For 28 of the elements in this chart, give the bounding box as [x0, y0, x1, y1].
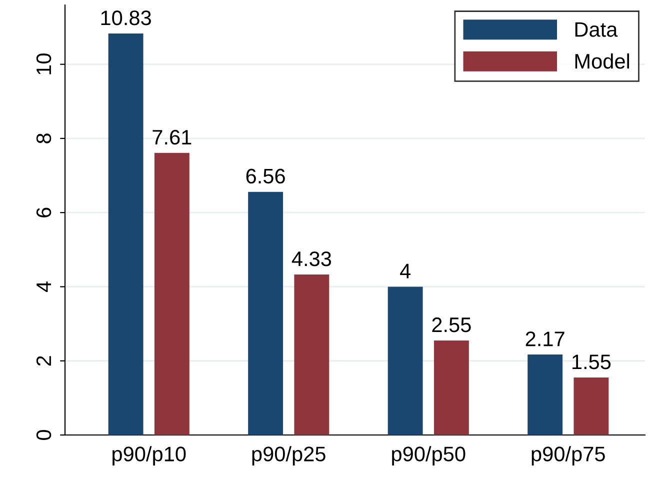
y-tick-label: 0 — [36, 430, 52, 440]
bar — [294, 274, 330, 435]
bar — [528, 354, 563, 435]
bar — [574, 378, 609, 435]
x-tick-label: p90/p75 — [532, 446, 605, 466]
bar — [108, 34, 144, 435]
y-tick-label: 8 — [36, 134, 52, 144]
data-label: 2.55 — [432, 317, 471, 332]
data-label: 10.83 — [101, 10, 151, 26]
data-label: 4.33 — [292, 251, 332, 266]
data-label: 6.56 — [246, 168, 285, 184]
y-tick-label: 10 — [36, 54, 52, 74]
data-label: 4 — [400, 264, 410, 278]
y-tick-label: 4 — [36, 282, 51, 292]
y-tick-label: 2 — [36, 356, 51, 366]
x-tick-label: p90/p25 — [252, 446, 326, 466]
x-tick-label: p90/p50 — [392, 446, 466, 466]
data-label: 7.61 — [152, 130, 192, 145]
y-tick-label: 6 — [36, 208, 52, 218]
bar — [154, 152, 190, 435]
data-label: 1.55 — [572, 354, 611, 370]
bar — [388, 286, 423, 435]
x-tick-label: p90/p10 — [112, 446, 186, 466]
legend-label: Data — [575, 22, 618, 37]
bar — [248, 192, 284, 435]
data-label: 2.17 — [526, 332, 564, 346]
legend-label: Model — [575, 53, 630, 69]
bar — [434, 340, 469, 435]
